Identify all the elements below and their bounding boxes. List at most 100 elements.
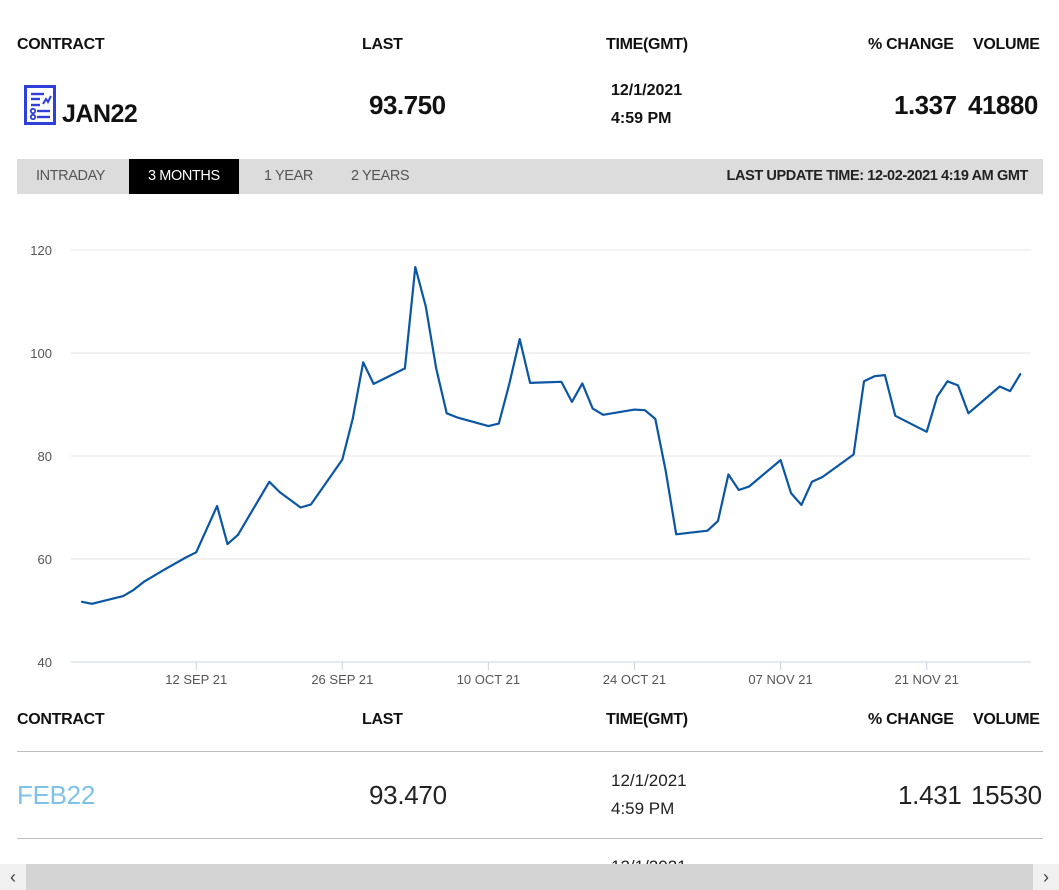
data-point: [498, 422, 500, 425]
data-point: [143, 581, 145, 583]
data-point: [341, 459, 343, 461]
data-point: [435, 367, 437, 370]
data-point: [602, 414, 604, 416]
trade-time: 4:59 PM: [611, 110, 672, 127]
data-point: [404, 367, 406, 370]
row-last-price: 93.470: [369, 780, 447, 810]
price-line: [81, 265, 1022, 605]
data-point: [487, 425, 489, 427]
trade-date: 12/1/2021: [611, 82, 683, 99]
scroll-left-icon[interactable]: ‹: [0, 864, 26, 890]
table-header-contract: CONTRACT: [17, 711, 105, 728]
table-header-volume: VOLUME: [973, 711, 1040, 728]
tab-1-year[interactable]: 1 YEAR: [264, 168, 313, 184]
header-volume: VOLUME: [973, 36, 1040, 53]
scroll-right-icon[interactable]: ›: [1033, 864, 1059, 890]
data-point: [759, 477, 761, 479]
data-point: [226, 543, 229, 545]
header-time: TIME(GMT): [606, 36, 688, 53]
data-point: [706, 530, 709, 532]
data-point: [122, 595, 124, 597]
data-point: [999, 385, 1001, 388]
x-tick-label: 21 NOV 21: [894, 672, 958, 687]
data-point: [654, 418, 656, 420]
data-point: [821, 476, 823, 478]
data-point: [884, 374, 886, 376]
data-point: [957, 384, 959, 387]
report-icon: [24, 85, 56, 125]
volume-value: 41880: [968, 90, 1038, 120]
data-point: [748, 485, 750, 487]
data-point: [1019, 373, 1022, 375]
data-point: [633, 409, 636, 411]
y-tick-label: 100: [30, 346, 52, 361]
y-tick-label: 40: [38, 655, 52, 670]
data-point: [237, 534, 239, 536]
x-tick-label: 12 SEP 21: [165, 672, 227, 687]
data-point: [946, 380, 949, 382]
y-tick-label: 120: [30, 243, 52, 258]
data-point: [362, 361, 364, 363]
data-point: [164, 568, 166, 570]
data-point: [91, 603, 93, 605]
data-point: [967, 412, 969, 414]
data-point: [373, 383, 375, 385]
data-point: [80, 601, 83, 603]
horizontal-scrollbar[interactable]: ‹ ›: [0, 864, 1059, 890]
data-point: [894, 415, 896, 417]
data-point: [873, 375, 876, 377]
row-divider: [17, 751, 1043, 752]
data-point: [779, 459, 782, 461]
tab-3-months[interactable]: 3 MONTHS: [129, 159, 239, 194]
row-time: 4:59 PM: [611, 799, 675, 818]
header-contract: CONTRACT: [17, 36, 105, 53]
data-point: [268, 481, 270, 483]
row-date: 12/1/2021: [611, 771, 687, 790]
data-point: [717, 520, 719, 522]
data-point: [936, 396, 938, 398]
last-update-time: LAST UPDATE TIME: 12-02-2021 4:19 AM GMT: [726, 168, 1029, 184]
y-tick-label: 80: [38, 449, 52, 464]
x-tick-label: 07 NOV 21: [748, 672, 812, 687]
last-price: 93.750: [369, 90, 446, 120]
data-point: [863, 380, 865, 382]
tab-2-years[interactable]: 2 YEARS: [351, 168, 410, 184]
data-point: [508, 383, 510, 385]
data-point: [644, 409, 646, 411]
data-point: [853, 453, 855, 456]
data-point: [425, 306, 427, 308]
table-header-time: TIME(GMT): [606, 711, 688, 728]
data-point: [279, 491, 281, 493]
data-point: [195, 551, 197, 553]
data-point: [456, 416, 458, 418]
table-header-change: % CHANGE: [868, 711, 954, 728]
y-tick-label: 60: [38, 552, 52, 567]
data-point: [216, 505, 218, 507]
data-point: [738, 489, 740, 491]
data-point: [727, 473, 729, 476]
data-point: [529, 382, 531, 384]
row-divider: [17, 838, 1043, 839]
percent-change: 1.337: [894, 90, 957, 120]
data-point: [310, 503, 312, 506]
table-header-last: LAST: [362, 711, 403, 728]
header-last: LAST: [362, 36, 403, 53]
header-change: % CHANGE: [868, 36, 954, 53]
tab-intraday[interactable]: INTRADAY: [36, 168, 106, 184]
row-volume: 15530: [971, 780, 1042, 810]
data-point: [581, 382, 583, 384]
x-tick-label: 10 OCT 21: [457, 672, 520, 687]
data-point: [790, 492, 792, 494]
data-point: [1009, 390, 1011, 392]
data-point: [446, 412, 448, 414]
data-point: [299, 506, 302, 509]
data-point: [675, 533, 677, 535]
data-point: [571, 401, 573, 403]
x-tick-label: 26 SEP 21: [311, 672, 373, 687]
data-point: [665, 470, 667, 473]
range-tabs: INTRADAY 3 MONTHS 1 YEAR 2 YEARS LAST UP…: [17, 159, 1043, 194]
data-point: [133, 589, 135, 591]
price-chart: 40 60 80 100 120 12 SEP 21 26 SEP 21 10 OCT 21 2…: [30, 243, 1031, 687]
contract-link-feb22[interactable]: FEB22: [17, 780, 95, 810]
data-point: [560, 381, 563, 383]
